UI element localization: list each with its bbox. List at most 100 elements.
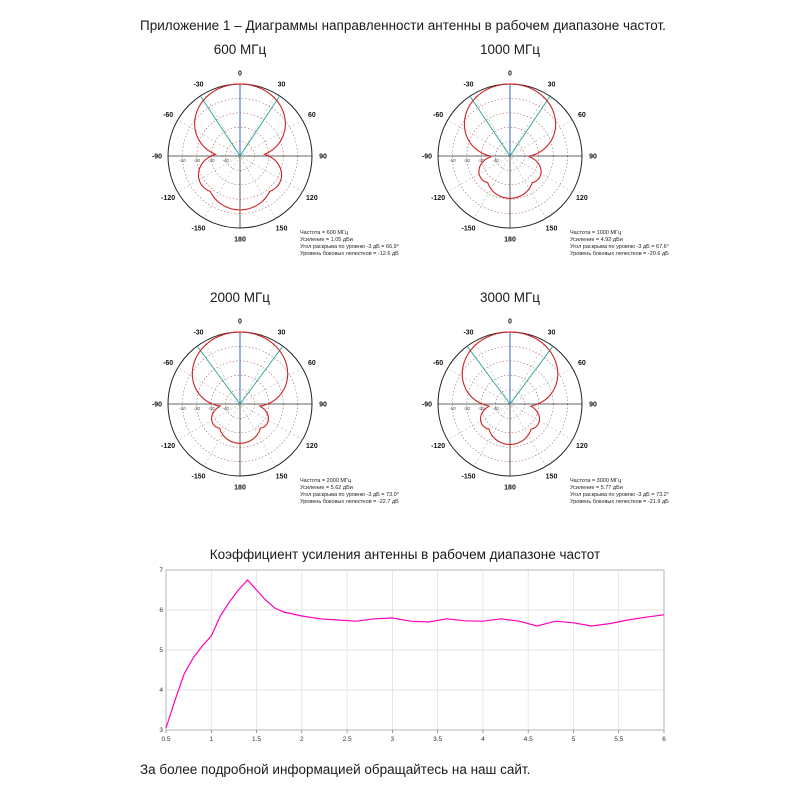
radial-db-label: -20 xyxy=(194,406,201,411)
angle-label: 30 xyxy=(548,330,556,337)
polar-chart-frequency-title: 600 МГц xyxy=(213,42,267,57)
angle-label: -90 xyxy=(152,154,162,161)
polar-chart-cell-3000: 3000 МГц 0 30 60 90 120 150 180 -150 -120 -90 -60 -3… xyxy=(375,290,669,538)
radial-db-label: -30 xyxy=(478,158,485,163)
footer-text: За более подробной информацией обращайте… xyxy=(140,762,531,777)
angle-label: 0 xyxy=(508,71,512,78)
radiation-pattern xyxy=(463,83,557,199)
legend-line: Угол раскрыва по уровню -3 дБ = 73.2° xyxy=(570,492,669,499)
angle-label: 90 xyxy=(319,154,327,161)
beamwidth-line xyxy=(239,345,284,405)
radial-db-label: -10 xyxy=(179,158,186,163)
angle-label: -90 xyxy=(422,402,432,409)
angle-label: -60 xyxy=(163,112,173,119)
angle-label: 60 xyxy=(308,112,316,119)
radial-db-label: -40 xyxy=(492,406,499,411)
angle-label: -120 xyxy=(431,443,445,450)
angle-label: -60 xyxy=(433,360,443,367)
radial-db-label: -10 xyxy=(449,406,456,411)
angle-label: -30 xyxy=(193,82,203,89)
angle-label: 180 xyxy=(234,237,246,244)
angle-label: 150 xyxy=(276,473,288,480)
angle-label: 0 xyxy=(508,319,512,326)
x-tick-label: 2 xyxy=(300,736,304,743)
legend-line: Угол раскрыва по уровню -3 дБ = 66.9° xyxy=(300,244,399,251)
legend-line: Угол раскрыва по уровню -3 дБ = 67.6° xyxy=(570,244,669,251)
beamwidth-line xyxy=(466,345,511,405)
polar-chart-legend: Частота = 2000 МГц Усиление = 5.62 дБи Уго… xyxy=(300,478,415,507)
y-tick-label: 4 xyxy=(159,687,163,694)
angle-label: 60 xyxy=(578,112,586,119)
polar-chart-frequency-title: 2000 МГц xyxy=(209,290,271,305)
radial-db-label: -20 xyxy=(194,158,201,163)
angle-label: 30 xyxy=(278,82,286,89)
legend-line: Частота = 2000 МГц xyxy=(300,478,352,484)
angle-label: -120 xyxy=(161,443,175,450)
y-tick-label: 7 xyxy=(159,567,163,574)
angle-label: 180 xyxy=(504,485,516,492)
legend-line: Усиление = 5.77 дБи xyxy=(570,485,623,492)
polar-plot-1000: 0 30 60 90 120 150 180 -150 -120 -90 -60 -30 -40 -30 -… xyxy=(422,71,597,244)
legend-line: Уровень боковых лепестков = -12.6 дБ xyxy=(300,251,399,258)
angle-label: -30 xyxy=(463,330,473,337)
beamwidth-line xyxy=(196,345,241,405)
polar-plot-3000: 0 30 60 90 120 150 180 -150 -120 -90 -60 -30 -40 -30 -… xyxy=(422,319,597,492)
polar-chart-legend: Частота = 3000 МГц Усиление = 5.77 дБи Уго… xyxy=(570,478,685,507)
radial-db-label: -40 xyxy=(222,158,229,163)
polar-chart-cell-2000: 2000 МГц 0 30 60 90 120 150 180 -150 -120 -90 -60 -3… xyxy=(105,290,399,538)
legend-line: Усиление = 5.62 дБи xyxy=(300,485,353,492)
angle-label: 120 xyxy=(576,195,588,202)
radial-db-label: -20 xyxy=(464,158,471,163)
angle-label: -60 xyxy=(163,360,173,367)
legend-line: Усиление = 4.92 дБи xyxy=(570,237,623,244)
x-tick-label: 1 xyxy=(209,736,213,743)
polar-chart-frequency-title: 1000 МГц xyxy=(479,42,541,57)
x-tick-label: 2.5 xyxy=(343,736,352,743)
angle-label: 120 xyxy=(306,443,318,450)
angle-label: 0 xyxy=(238,71,242,78)
angle-label: 120 xyxy=(576,443,588,450)
legend-line: Частота = 3000 МГц xyxy=(570,478,622,484)
angle-label: 60 xyxy=(578,360,586,367)
plot-border xyxy=(165,569,665,731)
polar-chart-frequency-title: 3000 МГц xyxy=(479,290,541,305)
angle-label: -90 xyxy=(422,154,432,161)
polar-chart-cell-600: 600 МГц 0 30 60 90 120 150 180 -150 -120 -90 -60 -30… xyxy=(105,42,399,290)
x-tick-label: 3.5 xyxy=(433,736,442,743)
angle-label: 30 xyxy=(278,330,286,337)
angle-label: 60 xyxy=(308,360,316,367)
angle-label: -150 xyxy=(461,225,475,232)
gain-chart-title: Коэффициент усиления антенны в рабочем д… xyxy=(209,547,601,562)
legend-line: Уровень боковых лепестков = -21.9 дБ xyxy=(570,499,669,506)
angle-label: 180 xyxy=(504,237,516,244)
radiation-pattern xyxy=(194,83,286,211)
radial-db-label: -40 xyxy=(222,406,229,411)
angle-label: -60 xyxy=(433,112,443,119)
x-tick-label: 4.5 xyxy=(524,736,533,743)
radial-db-label: -10 xyxy=(179,406,186,411)
legend-line: Частота = 600 МГц xyxy=(300,230,349,236)
radial-db-label: -40 xyxy=(492,158,499,163)
radial-db-label: -20 xyxy=(464,406,471,411)
polar-chart-legend: Частота = 600 МГц Усиление = 1.05 дБи Угол… xyxy=(300,230,415,259)
polar-charts-grid: 600 МГц 0 30 60 90 120 150 180 -150 -120 -90 -60 -30… xyxy=(105,42,669,538)
angle-label: -120 xyxy=(431,195,445,202)
angle-label: 150 xyxy=(276,225,288,232)
gain-chart: 3 4 5 6 7 0.5 1 1.5 2 2.5 3 3.5 4 4.5 5 5.5 6 xyxy=(159,567,666,743)
radiation-pattern xyxy=(191,331,289,444)
radial-db-label: -30 xyxy=(208,406,215,411)
y-tick-label: 5 xyxy=(159,647,163,654)
polar-chart-cell-1000: 1000 МГц 0 30 60 90 120 150 180 -150 -120 -90 -60 -3… xyxy=(375,42,669,290)
legend-line: Уровень боковых лепестков = -22.7 дБ xyxy=(300,499,399,506)
x-tick-label: 5 xyxy=(572,736,576,743)
angle-label: -150 xyxy=(191,473,205,480)
x-tick-label: 6 xyxy=(662,736,666,743)
y-tick-label: 6 xyxy=(159,607,163,614)
beamwidth-line xyxy=(239,95,281,157)
radial-db-label: -10 xyxy=(449,158,456,163)
beamwidth-line xyxy=(469,95,511,157)
legend-line: Усиление = 1.05 дБи xyxy=(300,237,353,244)
angle-label: 90 xyxy=(589,402,597,409)
x-tick-label: 3 xyxy=(391,736,395,743)
